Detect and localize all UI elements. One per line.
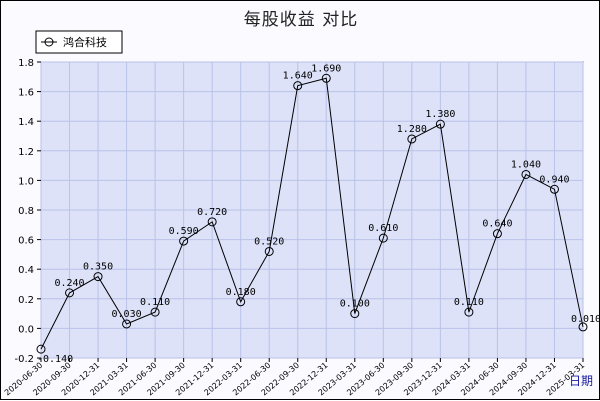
data-label: 1.040 [511, 159, 541, 170]
y-tick-label: 1.4 [18, 117, 34, 128]
chart-title: 每股收益 对比 [243, 10, 359, 30]
data-point [350, 309, 360, 319]
y-tick-label: 1.2 [18, 147, 34, 158]
data-point [492, 229, 502, 239]
y-tick-label: -0.2 [14, 354, 34, 365]
legend-marker-icon [44, 37, 54, 47]
y-tick-label: 0.2 [18, 295, 34, 306]
y-tick-label: 0.6 [18, 236, 34, 247]
x-axis-title: 日期 [569, 374, 593, 388]
legend-box [35, 30, 123, 54]
data-point [407, 134, 417, 144]
data-point [321, 73, 331, 83]
data-label: 0.010 [571, 314, 600, 325]
data-point [179, 236, 189, 246]
data-point [65, 288, 75, 298]
data-label: 0.180 [226, 287, 256, 298]
data-label: 0.520 [254, 236, 284, 247]
data-label: 1.280 [397, 124, 427, 135]
data-label: 0.110 [454, 297, 484, 308]
data-point [93, 272, 103, 282]
data-point [578, 322, 588, 332]
data-point [122, 319, 132, 329]
data-label: 0.720 [197, 207, 227, 218]
data-point [549, 184, 559, 194]
legend-label: 鸿合科技 [63, 35, 107, 49]
data-label: 1.690 [311, 63, 341, 74]
data-label: 0.240 [54, 278, 84, 289]
data-point [378, 233, 388, 243]
data-point [36, 344, 46, 354]
data-label: 1.640 [283, 71, 313, 82]
data-label: 0.610 [368, 223, 398, 234]
y-tick-label: 1.8 [18, 58, 34, 69]
data-label: 0.590 [169, 226, 199, 237]
data-label: 0.940 [539, 174, 569, 185]
y-tick-label: 0.4 [18, 265, 34, 276]
y-tick-label: 0.8 [18, 206, 34, 217]
legend: 鸿合科技 [35, 30, 123, 54]
y-axis-ticks: -0.2 0.0 0.2 0.4 0.6 0.8 1.0 1.2 1.4 1.6 1.8 [14, 58, 41, 365]
data-point [521, 169, 531, 179]
data-label: 0.110 [140, 297, 170, 308]
data-point [435, 119, 445, 129]
data-labels: -0.1400.2400.3500.0300.1100.5900.7200.18… [37, 63, 600, 365]
data-label: 1.380 [425, 109, 455, 120]
data-label: -0.140 [37, 354, 73, 365]
data-label: 0.030 [112, 309, 142, 320]
data-points [36, 73, 588, 354]
series-line [40, 77, 584, 350]
data-point [150, 307, 160, 317]
data-point [207, 217, 217, 227]
data-point [464, 307, 474, 317]
data-label: 0.640 [482, 219, 512, 230]
data-point [236, 297, 246, 307]
y-tick-label: 1.0 [18, 176, 34, 187]
data-point [293, 81, 303, 91]
x-axis-ticks: 2020-06-302020-09-302020-12-312021-03-31… [3, 358, 586, 397]
data-label: 0.100 [340, 299, 370, 310]
y-tick-label: 0.0 [18, 324, 34, 335]
y-tick-label: 1.6 [18, 88, 34, 99]
data-point [264, 246, 274, 256]
data-label: 0.350 [83, 262, 113, 273]
